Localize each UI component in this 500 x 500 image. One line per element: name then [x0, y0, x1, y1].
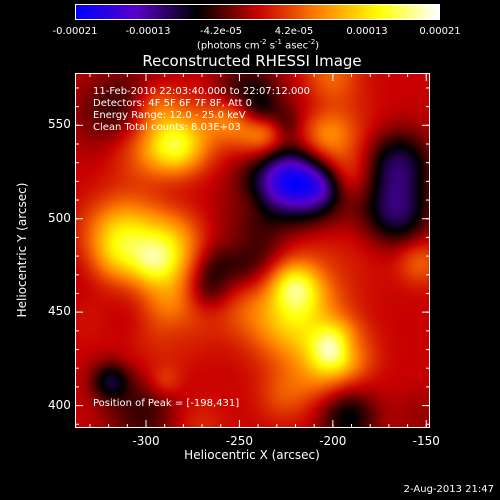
chart-title: Reconstructed RHESSI Image — [142, 52, 362, 70]
heatmap-image — [76, 74, 429, 427]
plot-area — [75, 73, 430, 428]
x-tick-label: -250 — [225, 434, 254, 448]
colorbar-tick-label: 4.2e-05 — [274, 26, 314, 37]
annotation-energy: Energy Range: 12.0 - 25.0 keV — [93, 110, 246, 121]
colorbar-units: (photons cm-2 s-1 asec-2) — [196, 38, 320, 52]
colorbar-tick-label: -4.2e-05 — [200, 26, 242, 37]
y-tick-label: 400 — [48, 397, 71, 412]
x-tick-label: -200 — [319, 434, 347, 448]
y-axis-label: Heliocentric Y (arcsec) — [15, 182, 29, 318]
y-tick-label: 500 — [48, 210, 71, 225]
annotation-peak: Position of Peak = [-198,431] — [93, 398, 240, 409]
annotation-time: 11-Feb-2010 22:03:40.000 to 22:07:12.000 — [93, 86, 311, 97]
colorbar-tick-label: 0.00021 — [419, 26, 461, 37]
colorbar-tick-label: 0.00013 — [346, 26, 388, 37]
y-tick-label: 450 — [48, 304, 71, 319]
colorbar-tick-label: -0.00021 — [52, 26, 98, 37]
colorbar-tick-label: -0.00013 — [125, 26, 171, 37]
annotation-clean: Clean Total counts: 8.03E+03 — [93, 122, 241, 133]
x-axis-label: Heliocentric X (arcsec) — [184, 448, 320, 462]
y-tick-label: 550 — [48, 117, 71, 132]
x-tick-label: -300 — [132, 434, 160, 448]
timestamp: 2-Aug-2013 21:47 — [403, 484, 494, 495]
x-tick-label: -150 — [412, 434, 440, 448]
annotation-detectors: Detectors: 4F 5F 6F 7F 8F, Att 0 — [93, 98, 253, 109]
colorbar — [75, 4, 440, 20]
